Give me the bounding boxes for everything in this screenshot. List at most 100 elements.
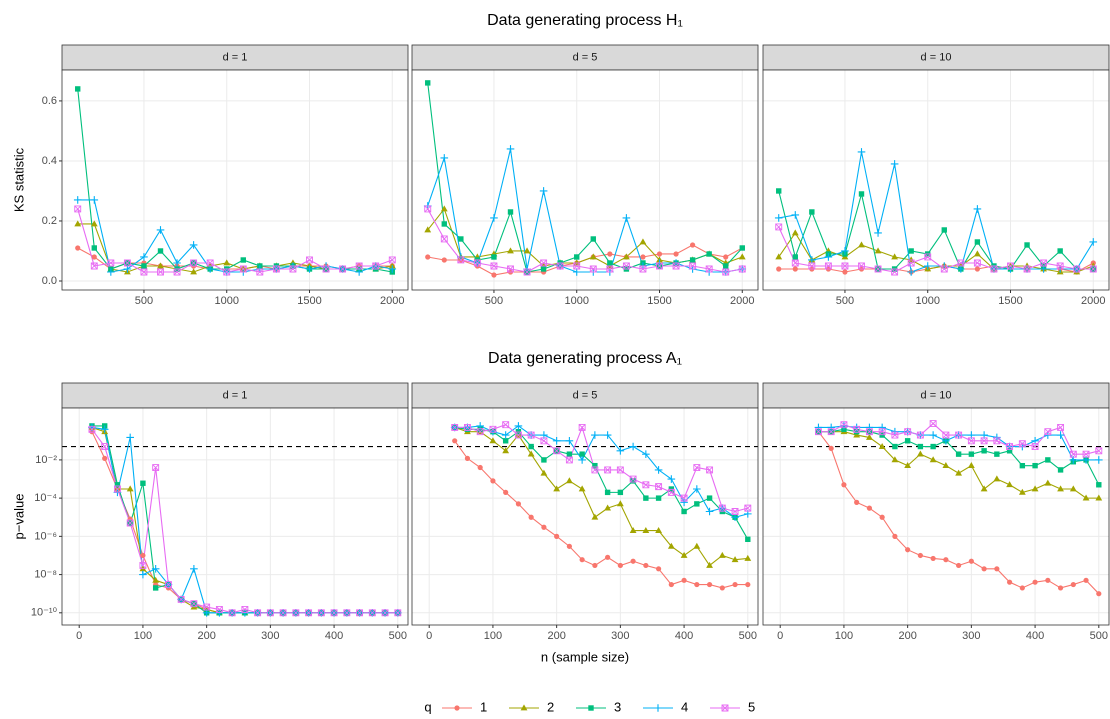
- strip: [61, 44, 409, 71]
- x-tick-label: 300: [261, 630, 279, 642]
- point: [240, 257, 246, 263]
- point: [693, 542, 701, 549]
- y-tick-label: 0.4: [42, 155, 57, 167]
- point: [541, 524, 547, 530]
- point: [1024, 242, 1030, 248]
- x-tick-label: 300: [962, 630, 980, 642]
- point: [578, 423, 586, 431]
- point: [705, 507, 714, 516]
- panel-border: [61, 407, 409, 626]
- point: [866, 433, 873, 440]
- point: [223, 259, 231, 266]
- point: [852, 423, 861, 432]
- point: [502, 447, 510, 454]
- point: [75, 86, 81, 92]
- point: [572, 268, 581, 276]
- point: [955, 451, 962, 457]
- point: [723, 254, 729, 260]
- point: [1073, 265, 1081, 273]
- point: [388, 256, 396, 264]
- point: [554, 533, 560, 539]
- point: [904, 428, 912, 436]
- point: [1057, 423, 1065, 431]
- point: [706, 581, 713, 588]
- point: [994, 566, 1000, 572]
- point: [578, 485, 586, 492]
- point: [507, 265, 514, 273]
- point: [774, 214, 783, 222]
- panel: [763, 408, 1109, 625]
- point: [916, 431, 924, 439]
- point: [690, 242, 696, 248]
- point: [527, 450, 535, 457]
- x-tick-label: 200: [547, 630, 565, 642]
- point: [90, 196, 99, 204]
- point: [292, 609, 300, 617]
- point: [858, 262, 865, 270]
- point: [840, 421, 848, 429]
- point: [1044, 428, 1052, 436]
- point: [929, 456, 937, 463]
- point: [1006, 443, 1014, 450]
- point: [957, 265, 965, 273]
- legend-marker: [454, 705, 460, 711]
- point: [1031, 443, 1039, 450]
- point: [929, 431, 937, 439]
- x-tick-label: 500: [739, 630, 757, 642]
- point: [579, 451, 585, 457]
- row-title: Data generating process H₁: [487, 12, 683, 29]
- point: [865, 423, 874, 432]
- point: [706, 561, 713, 568]
- panel: [412, 408, 758, 625]
- point: [528, 514, 534, 520]
- strip-label: d = 10: [921, 389, 952, 401]
- point: [694, 581, 700, 588]
- point: [693, 464, 701, 471]
- point: [640, 254, 646, 260]
- point: [476, 428, 484, 436]
- point: [1057, 248, 1063, 254]
- point: [722, 268, 730, 276]
- point: [441, 221, 447, 227]
- point: [566, 543, 572, 549]
- point: [330, 609, 338, 617]
- x-tick-label: 1000: [915, 295, 939, 307]
- point: [381, 609, 389, 617]
- point: [140, 552, 146, 559]
- panel-border: [411, 407, 759, 626]
- point: [673, 251, 679, 257]
- point: [457, 256, 465, 264]
- point: [655, 566, 662, 572]
- point: [809, 209, 815, 215]
- point: [190, 600, 198, 608]
- point: [1045, 577, 1051, 583]
- point: [506, 145, 515, 153]
- point: [604, 466, 612, 474]
- point: [874, 247, 882, 254]
- point: [152, 585, 159, 591]
- point: [694, 501, 700, 507]
- point: [589, 265, 597, 273]
- legend-title: q: [424, 699, 431, 714]
- point: [672, 262, 680, 270]
- point: [616, 466, 624, 474]
- point: [719, 585, 725, 591]
- series-line: [427, 82, 743, 273]
- point: [892, 533, 898, 539]
- y-tick-label: 0.0: [42, 275, 57, 287]
- point: [705, 265, 713, 273]
- point: [858, 191, 865, 197]
- point: [639, 238, 647, 245]
- point: [994, 451, 1000, 457]
- point: [967, 462, 975, 469]
- x-tick-label: 500: [836, 295, 854, 307]
- point: [904, 438, 911, 444]
- point: [507, 247, 514, 254]
- point: [930, 443, 936, 450]
- point: [388, 265, 397, 273]
- point: [744, 554, 752, 561]
- strip: [61, 382, 409, 409]
- x-tick-label: 500: [135, 295, 153, 307]
- x-axis-title: n (sample size): [541, 649, 629, 664]
- point: [490, 478, 496, 484]
